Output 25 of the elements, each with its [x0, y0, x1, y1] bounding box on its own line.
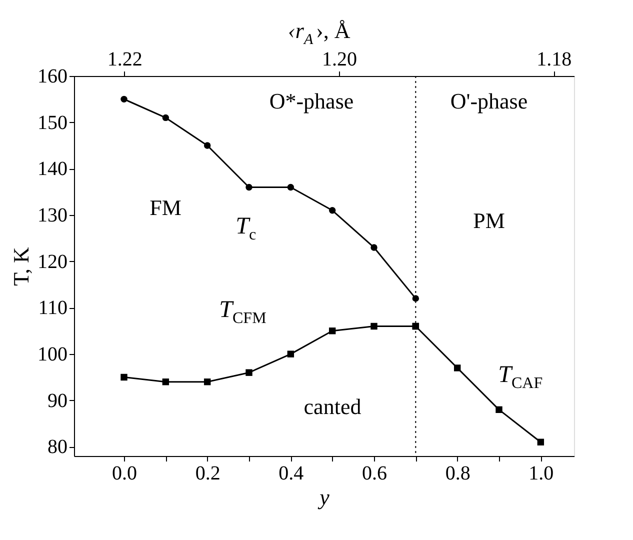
annotation: O'-phase [450, 88, 528, 114]
annotation: O*-phase [269, 88, 354, 114]
y-tick-label: 160 [38, 66, 68, 88]
y-tick-label: 120 [38, 250, 68, 273]
y-tick-label: 140 [38, 158, 68, 180]
y-tick-label: 150 [38, 112, 68, 134]
y-tick-label: 110 [38, 297, 68, 320]
y-tick-label: 80 [48, 436, 68, 458]
x2-tick-label: 1.22 [107, 48, 142, 70]
y-tick-label: 100 [38, 344, 68, 366]
x-axis-title: y [318, 484, 330, 510]
x-tick-label: 0.0 [112, 462, 137, 484]
x-tick-label: 1.0 [528, 462, 554, 484]
annotation: FM [150, 195, 182, 220]
y-axis-title: T, K [8, 247, 34, 286]
x-tick-label: 0.4 [278, 462, 304, 484]
annotation: PM [473, 208, 505, 233]
annotation: canted [304, 394, 362, 420]
y-tick-label: 90 [48, 390, 68, 412]
x2-tick-label: 1.20 [322, 48, 358, 70]
x-tick-label: 0.6 [362, 462, 387, 484]
x-tick-label: 0.8 [445, 462, 470, 484]
x-tick-label: 0.2 [195, 462, 220, 484]
y-tick-label: 130 [38, 204, 68, 227]
x2-tick-label: 1.18 [536, 48, 572, 70]
